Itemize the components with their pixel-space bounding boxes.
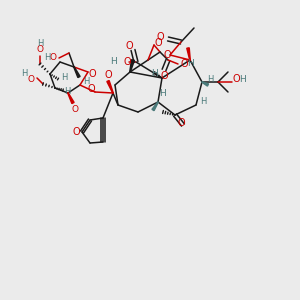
Polygon shape <box>187 48 190 60</box>
Text: H: H <box>37 40 43 49</box>
Text: H: H <box>188 59 194 68</box>
Text: O: O <box>125 41 133 51</box>
Text: O: O <box>123 57 131 67</box>
Text: H: H <box>64 88 70 97</box>
Text: O: O <box>160 71 168 81</box>
Text: H: H <box>207 76 213 85</box>
Text: O: O <box>71 104 79 113</box>
Text: O: O <box>28 76 34 85</box>
Text: O: O <box>72 127 80 137</box>
Text: H: H <box>83 77 89 86</box>
Polygon shape <box>152 102 158 111</box>
Polygon shape <box>107 80 113 93</box>
Text: O: O <box>87 84 95 94</box>
Text: H: H <box>151 70 158 79</box>
Text: O: O <box>232 74 240 84</box>
Text: H: H <box>21 70 27 79</box>
Text: H: H <box>61 73 67 82</box>
Polygon shape <box>130 60 134 72</box>
Polygon shape <box>202 82 208 86</box>
Polygon shape <box>74 67 80 78</box>
Text: H: H <box>200 98 206 106</box>
Text: O: O <box>156 32 164 42</box>
Text: H: H <box>110 58 117 67</box>
Text: O: O <box>88 69 96 79</box>
Text: H: H <box>160 89 167 98</box>
Text: O: O <box>163 50 171 60</box>
Text: O: O <box>154 38 162 48</box>
Text: O: O <box>180 59 188 69</box>
Polygon shape <box>68 93 74 104</box>
Text: H: H <box>240 74 246 83</box>
Text: H: H <box>44 53 50 62</box>
Text: O: O <box>50 53 56 62</box>
Text: O: O <box>37 46 44 55</box>
Text: O: O <box>104 70 112 80</box>
Text: O: O <box>177 118 185 128</box>
